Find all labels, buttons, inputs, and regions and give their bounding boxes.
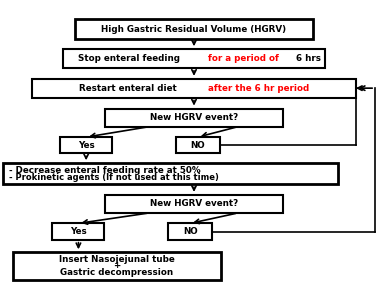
FancyBboxPatch shape — [106, 195, 282, 213]
Text: for a period of: for a period of — [208, 54, 279, 63]
Text: - Prokinetic agents (If not used at this time): - Prokinetic agents (If not used at this… — [9, 173, 219, 182]
FancyBboxPatch shape — [60, 137, 112, 154]
Text: High Gastric Residual Volume (HGRV): High Gastric Residual Volume (HGRV) — [101, 25, 287, 34]
FancyBboxPatch shape — [176, 137, 220, 154]
Text: New HGRV event?: New HGRV event? — [150, 113, 238, 122]
FancyBboxPatch shape — [52, 223, 104, 240]
Text: +: + — [113, 261, 121, 270]
FancyBboxPatch shape — [168, 223, 212, 240]
Text: NO: NO — [183, 227, 197, 236]
Text: after the 6 hr period: after the 6 hr period — [208, 84, 309, 93]
Text: Stop enteral feeding: Stop enteral feeding — [78, 54, 183, 63]
FancyBboxPatch shape — [3, 163, 338, 184]
Text: Restart enteral diet: Restart enteral diet — [79, 84, 180, 93]
FancyBboxPatch shape — [13, 252, 221, 280]
Text: Insert Nasojejunal tube: Insert Nasojejunal tube — [59, 255, 175, 264]
Text: NO: NO — [191, 141, 205, 150]
FancyBboxPatch shape — [74, 20, 314, 39]
Text: 6 hrs: 6 hrs — [293, 54, 320, 63]
FancyBboxPatch shape — [106, 109, 282, 127]
Text: New HGRV event?: New HGRV event? — [150, 199, 238, 208]
FancyBboxPatch shape — [63, 49, 325, 68]
Text: Yes: Yes — [70, 227, 87, 236]
Text: Yes: Yes — [78, 141, 95, 150]
FancyBboxPatch shape — [32, 79, 356, 98]
Text: Gastric decompression: Gastric decompression — [61, 268, 173, 277]
Text: - Decrease enteral feeding rate at 50%: - Decrease enteral feeding rate at 50% — [9, 166, 201, 175]
